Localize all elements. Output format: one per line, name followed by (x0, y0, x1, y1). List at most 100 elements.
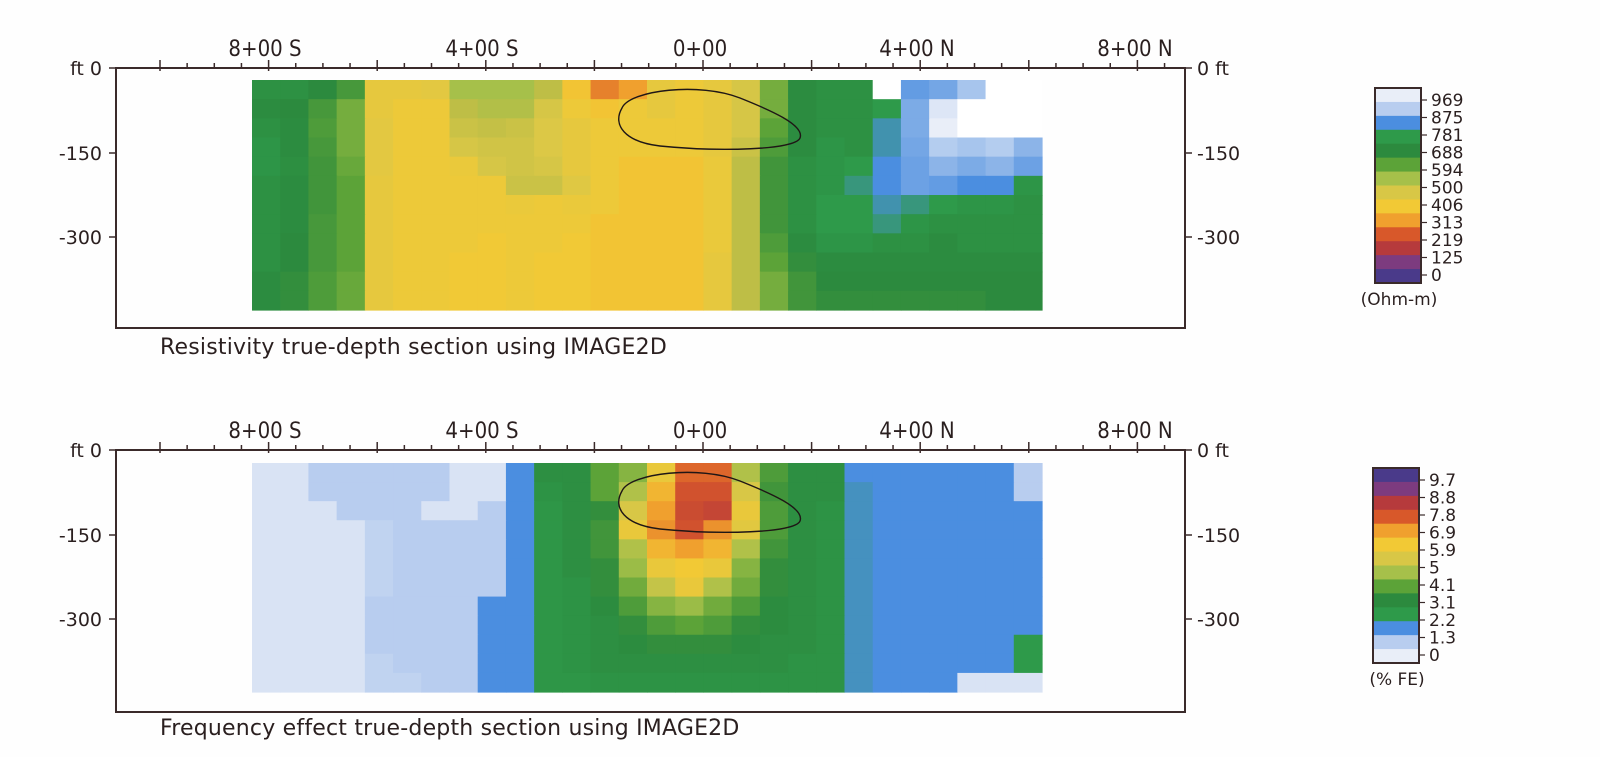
heatmap-cell (703, 137, 733, 158)
plot-frame (115, 449, 1186, 713)
heatmap-cell (590, 615, 620, 636)
heatmap-cell (816, 558, 846, 579)
heatmap-cell (844, 175, 874, 196)
heatmap-cell (336, 463, 366, 483)
colorbar-swatch (1373, 537, 1419, 553)
heatmap-cell (985, 501, 1015, 521)
heatmap-cell (421, 175, 451, 196)
heatmap-cell (647, 653, 676, 674)
heatmap-cell (280, 99, 310, 119)
heatmap-cell (759, 577, 789, 598)
heatmap-cell (788, 137, 817, 158)
heatmap-cell (505, 558, 535, 579)
heatmap-cell (534, 214, 563, 234)
heatmap-cell (562, 520, 592, 540)
heatmap-cell (872, 290, 902, 311)
heatmap-cell (449, 501, 479, 521)
heatmap-cell (759, 634, 789, 655)
heatmap-cell (788, 463, 817, 483)
heatmap-cell (280, 653, 310, 674)
heatmap-cell (477, 175, 507, 196)
heatmap-cell (477, 596, 507, 617)
heatmap-cell (844, 558, 874, 579)
colorbar-swatch (1375, 129, 1421, 145)
heatmap-cell (562, 195, 592, 215)
heatmap-cell (900, 118, 930, 139)
heatmap-cell (675, 653, 705, 674)
heatmap-cell (929, 118, 958, 139)
heatmap-cell (985, 99, 1015, 119)
heatmap-cell (505, 214, 535, 234)
heatmap-cell (675, 99, 705, 119)
heatmap-cell (618, 501, 648, 521)
heatmap-cell (280, 615, 310, 636)
heatmap-cell (844, 577, 874, 598)
colorbar-swatch (1373, 481, 1419, 497)
heatmap-cell (900, 501, 930, 521)
heatmap-cell (844, 482, 874, 502)
heatmap-cell (647, 482, 676, 502)
heatmap-cell (393, 539, 422, 560)
heatmap-cell (872, 156, 902, 177)
heatmap-cell (703, 99, 733, 119)
heatmap-cell (393, 290, 422, 311)
heatmap-cell (872, 634, 902, 655)
heatmap-cell (929, 577, 958, 598)
heatmap-cell (308, 137, 338, 158)
heatmap-cell (900, 539, 930, 560)
heatmap-cell (336, 175, 366, 196)
heatmap-cell (929, 233, 958, 254)
heatmap-cell (900, 137, 930, 158)
heatmap-cell (534, 290, 563, 311)
heatmap-cell (703, 463, 733, 483)
heatmap-cell (703, 233, 733, 254)
heatmap-cell (590, 118, 620, 139)
heatmap-cell (703, 175, 733, 196)
y-tick-label-right: -300 (1197, 227, 1240, 249)
heatmap-cell (985, 634, 1015, 655)
heatmap-cell (590, 520, 620, 540)
heatmap-cell (703, 271, 733, 292)
heatmap-cell (308, 539, 338, 560)
heatmap-cell (816, 80, 846, 100)
heatmap-cell (957, 653, 987, 674)
heatmap-cell (477, 558, 507, 579)
heatmap-cell (647, 577, 676, 598)
heatmap-cell (703, 653, 733, 674)
heatmap-cell (449, 596, 479, 617)
heatmap-cell (703, 558, 733, 579)
heatmap-cell (562, 539, 592, 560)
resistivity-panel: 8+00 S 4+00 S 0+00 4+00 N 8+00 N ft 0 -150 -300… (59, 37, 1463, 329)
heatmap-cell (872, 539, 902, 560)
heatmap-cell (590, 596, 620, 617)
heatmap-cell (449, 577, 479, 598)
heatmap-cell (252, 175, 281, 196)
heatmap-cell (900, 271, 930, 292)
heatmap-cell (731, 214, 761, 234)
heatmap-cell (788, 252, 817, 273)
heatmap-cell (759, 482, 789, 502)
heatmap-cell (957, 80, 987, 100)
heatmap-cell (252, 520, 281, 540)
heatmap-cell (364, 290, 394, 311)
heatmap-cell (759, 501, 789, 521)
heatmap-cell (929, 156, 958, 177)
heatmap-cell (336, 634, 366, 655)
heatmap-cell (618, 482, 648, 502)
heatmap-cell (618, 195, 648, 215)
heatmap-cell (505, 195, 535, 215)
x-tick-label: 8+00 S (228, 419, 301, 444)
heatmap-cell (703, 520, 733, 540)
heatmap-cell (477, 539, 507, 560)
heatmap-cell (562, 596, 592, 617)
x-tick-label: 4+00 S (445, 37, 518, 62)
heatmap-cell (280, 233, 310, 254)
heatmap-cell (703, 634, 733, 655)
heatmap-cell (929, 252, 958, 273)
heatmap-cell (336, 137, 366, 158)
heatmap-cell (308, 290, 338, 311)
y-tick-label-left: ft 0 (70, 58, 102, 80)
heatmap-cell (308, 252, 338, 273)
heatmap-cell (618, 615, 648, 636)
